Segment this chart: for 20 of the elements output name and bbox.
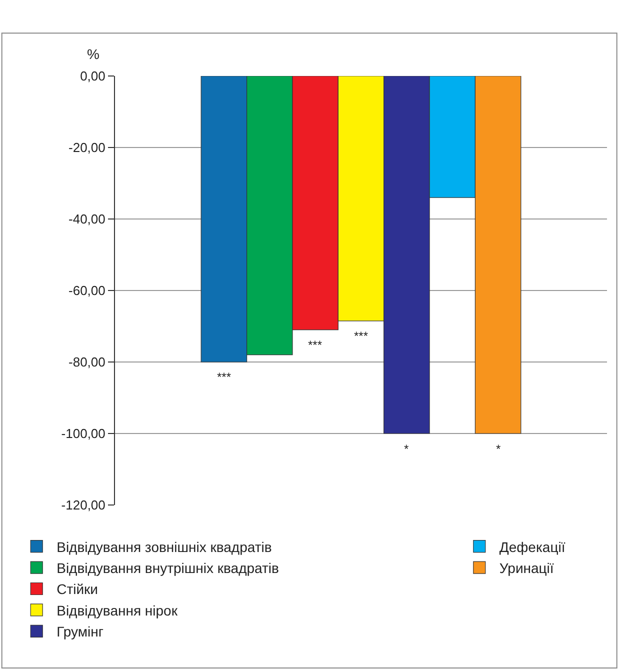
y-tick-label: -120,00 [61, 498, 106, 513]
y-tick-label: -40,00 [68, 212, 106, 227]
y-tick-label: -60,00 [68, 283, 106, 298]
legend-label: Дефекації [499, 538, 566, 555]
annotation: *** [354, 329, 368, 343]
annotation: *** [308, 338, 322, 352]
annotation: *** [217, 370, 232, 384]
legend-label: Стійки [56, 581, 98, 598]
y-tick-label: -20,00 [68, 140, 106, 156]
y-tick-label: -100,00 [61, 426, 106, 442]
legend-label: Відвідування внутрішніх квадратів [56, 560, 279, 576]
legend-label: Відвідування зовнішніх квадратів [56, 538, 272, 555]
y-tick-label: 0,00 [80, 68, 106, 84]
y-axis-title: % [87, 46, 100, 62]
y-tick-label: -80,00 [68, 354, 106, 370]
annotation: * [404, 442, 409, 456]
legend-label: Грумінг [56, 624, 104, 640]
legend-label: Уринації [499, 560, 554, 576]
legend-label: Відвідування нірок [56, 602, 178, 618]
annotation: * [496, 442, 501, 456]
